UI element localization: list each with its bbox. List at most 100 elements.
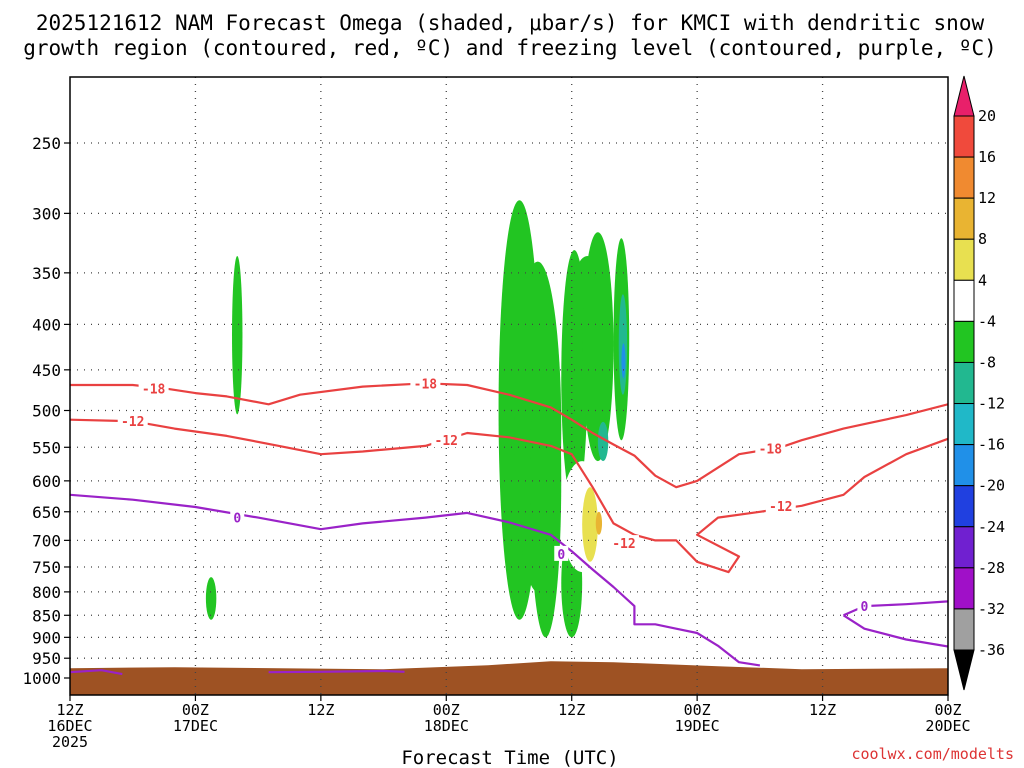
colorbar-box-3 bbox=[953, 238, 975, 281]
y-tick-label-350: 350 bbox=[32, 264, 61, 283]
colorbar-box-4 bbox=[953, 279, 975, 322]
contour-label-bg bbox=[230, 509, 245, 525]
colorbar-label-4: 4 bbox=[978, 271, 987, 289]
omega-region-13 bbox=[621, 343, 626, 379]
x-tick-label-84-2: 20DEC bbox=[925, 717, 970, 735]
omega-shading bbox=[179, 186, 875, 653]
colorbar-box-10 bbox=[953, 526, 975, 569]
y-tick-label-900: 900 bbox=[32, 628, 61, 647]
contours: -18 -18 -18 -12 -12 -12 -12 0 0 0 bbox=[70, 375, 948, 676]
y-tick-label-450: 450 bbox=[32, 361, 61, 380]
y-tick-label-800: 800 bbox=[32, 583, 61, 602]
omega-region-0 bbox=[232, 255, 243, 415]
contour-freezing-level-east bbox=[843, 600, 948, 617]
colorbar-label-8: -16 bbox=[978, 436, 1005, 454]
colorbar: 20 16 12 8 4 -4 -8 -12 -16 -20 -24 -28 -32 -36 bbox=[953, 75, 1005, 691]
contour-freezing-level-sfc2 bbox=[268, 669, 405, 674]
contour-freezing-level-loop bbox=[842, 614, 948, 648]
contour-label-dgz-top-0: -18 bbox=[142, 382, 166, 397]
colorbar-label-1: 16 bbox=[978, 148, 996, 166]
x-tick-label-0-3: 2025 bbox=[52, 733, 88, 751]
contour-label-bg bbox=[857, 598, 872, 614]
colorbar-top-arrow bbox=[953, 75, 975, 117]
colorbar-label-6: -8 bbox=[978, 353, 996, 371]
omega-region-15 bbox=[310, 457, 332, 535]
omega-region-25 bbox=[592, 551, 604, 588]
omega-region-20 bbox=[801, 561, 813, 588]
contour-label-bg bbox=[431, 432, 462, 448]
omega-region-17 bbox=[681, 294, 698, 455]
colorbar-label-5: -4 bbox=[978, 312, 996, 330]
x-tick-label-84-1: 00Z bbox=[934, 701, 961, 719]
contour-freezing-level-sfc bbox=[70, 669, 123, 676]
contour-label-dgz-bottom-1: -12 bbox=[435, 434, 458, 449]
colorbar-box-2 bbox=[953, 197, 975, 240]
colorbar-box-0 bbox=[953, 115, 975, 158]
contour-label-freezing-level-1: 0 bbox=[557, 548, 565, 563]
y-tick-label-600: 600 bbox=[32, 472, 61, 491]
colorbar-bottom-arrow bbox=[953, 649, 975, 691]
y-tick-label-850: 850 bbox=[32, 606, 61, 625]
contour-label-dgz-bottom-3: -12 bbox=[769, 500, 792, 515]
y-tick-label-650: 650 bbox=[32, 503, 61, 522]
x-tick-label-60-1: 00Z bbox=[684, 701, 711, 719]
contour-dgz-bottom bbox=[70, 418, 948, 574]
plot-frame bbox=[69, 76, 949, 696]
x-tick-label-0-1: 12Z bbox=[56, 701, 83, 719]
contour-label-bg bbox=[765, 497, 796, 513]
x-tick-label-24-1: 12Z bbox=[307, 701, 334, 719]
colorbar-label-13: -36 bbox=[978, 641, 1005, 659]
omega-region-14 bbox=[179, 338, 191, 472]
colorbar-label-10: -24 bbox=[978, 518, 1005, 536]
contour-label-freezing-level-east-0: 0 bbox=[860, 600, 868, 615]
x-tick-label-36-2: 18DEC bbox=[424, 717, 469, 735]
colorbar-label-12: -32 bbox=[978, 600, 1005, 618]
x-tick-label-12-2: 17DEC bbox=[173, 717, 218, 735]
colorbar-box-11 bbox=[953, 567, 975, 610]
chart-title-line-1: 2025121612 NAM Forecast Omega (shaded, μ… bbox=[36, 11, 985, 35]
x-tick-label-48-1: 12Z bbox=[558, 701, 585, 719]
contour-label-bg bbox=[755, 440, 786, 456]
colorbar-label-9: -20 bbox=[978, 477, 1005, 495]
contour-label-dgz-bottom-0: -12 bbox=[121, 415, 144, 430]
colorbar-box-1 bbox=[953, 156, 975, 199]
x-tick-label-72-1: 12Z bbox=[809, 701, 836, 719]
omega-region-24 bbox=[587, 624, 614, 653]
x-tick-label-0-2: 16DEC bbox=[47, 717, 92, 735]
omega-region-27 bbox=[595, 511, 603, 535]
x-axis-label: Forecast Time (UTC) bbox=[401, 747, 618, 768]
contour-label-dgz-top-1: -18 bbox=[414, 377, 438, 392]
contour-label-bg bbox=[410, 375, 441, 391]
omega-region-8 bbox=[582, 232, 614, 462]
contour-label-bg bbox=[608, 535, 639, 551]
colorbar-label-11: -28 bbox=[978, 559, 1005, 577]
y-tick-label-300: 300 bbox=[32, 204, 61, 223]
y-tick-label-500: 500 bbox=[32, 402, 61, 421]
x-tick-label-36-1: 00Z bbox=[433, 701, 460, 719]
omega-region-1 bbox=[205, 577, 217, 620]
contour-label-dgz-top-2: -18 bbox=[759, 443, 783, 458]
colorbar-label-0: 20 bbox=[978, 107, 996, 125]
contour-freezing-level bbox=[70, 493, 761, 667]
omega-region-4 bbox=[529, 324, 562, 638]
colorbar-box-8 bbox=[953, 444, 975, 487]
y-tick-label-700: 700 bbox=[32, 531, 61, 550]
colorbar-box-12 bbox=[953, 608, 975, 651]
contour-label-bg bbox=[117, 413, 148, 429]
contour-label-dgz-bottom-2: -12 bbox=[612, 537, 635, 552]
y-tick-label-950: 950 bbox=[32, 649, 61, 668]
x-tick-label-60-2: 19DEC bbox=[675, 717, 720, 735]
x-tick-label-12-1: 00Z bbox=[182, 701, 209, 719]
contour-label-bg bbox=[554, 545, 569, 561]
chart-title-line-2: growth region (contoured, red, ºC) and f… bbox=[23, 36, 997, 60]
colorbar-box-5 bbox=[953, 320, 975, 363]
omega-region-21 bbox=[843, 186, 875, 353]
y-tick-label-750: 750 bbox=[32, 558, 61, 577]
plot-area: -18 -18 -18 -12 -12 -12 -12 0 0 0 250 300 350 400 450 5… bbox=[22, 75, 1005, 751]
credit-text: coolwx.com/modelts bbox=[851, 745, 1014, 763]
colorbar-label-2: 12 bbox=[978, 189, 996, 207]
grid bbox=[70, 77, 948, 695]
colorbar-label-3: 8 bbox=[978, 230, 987, 248]
y-tick-label-550: 550 bbox=[32, 438, 61, 457]
